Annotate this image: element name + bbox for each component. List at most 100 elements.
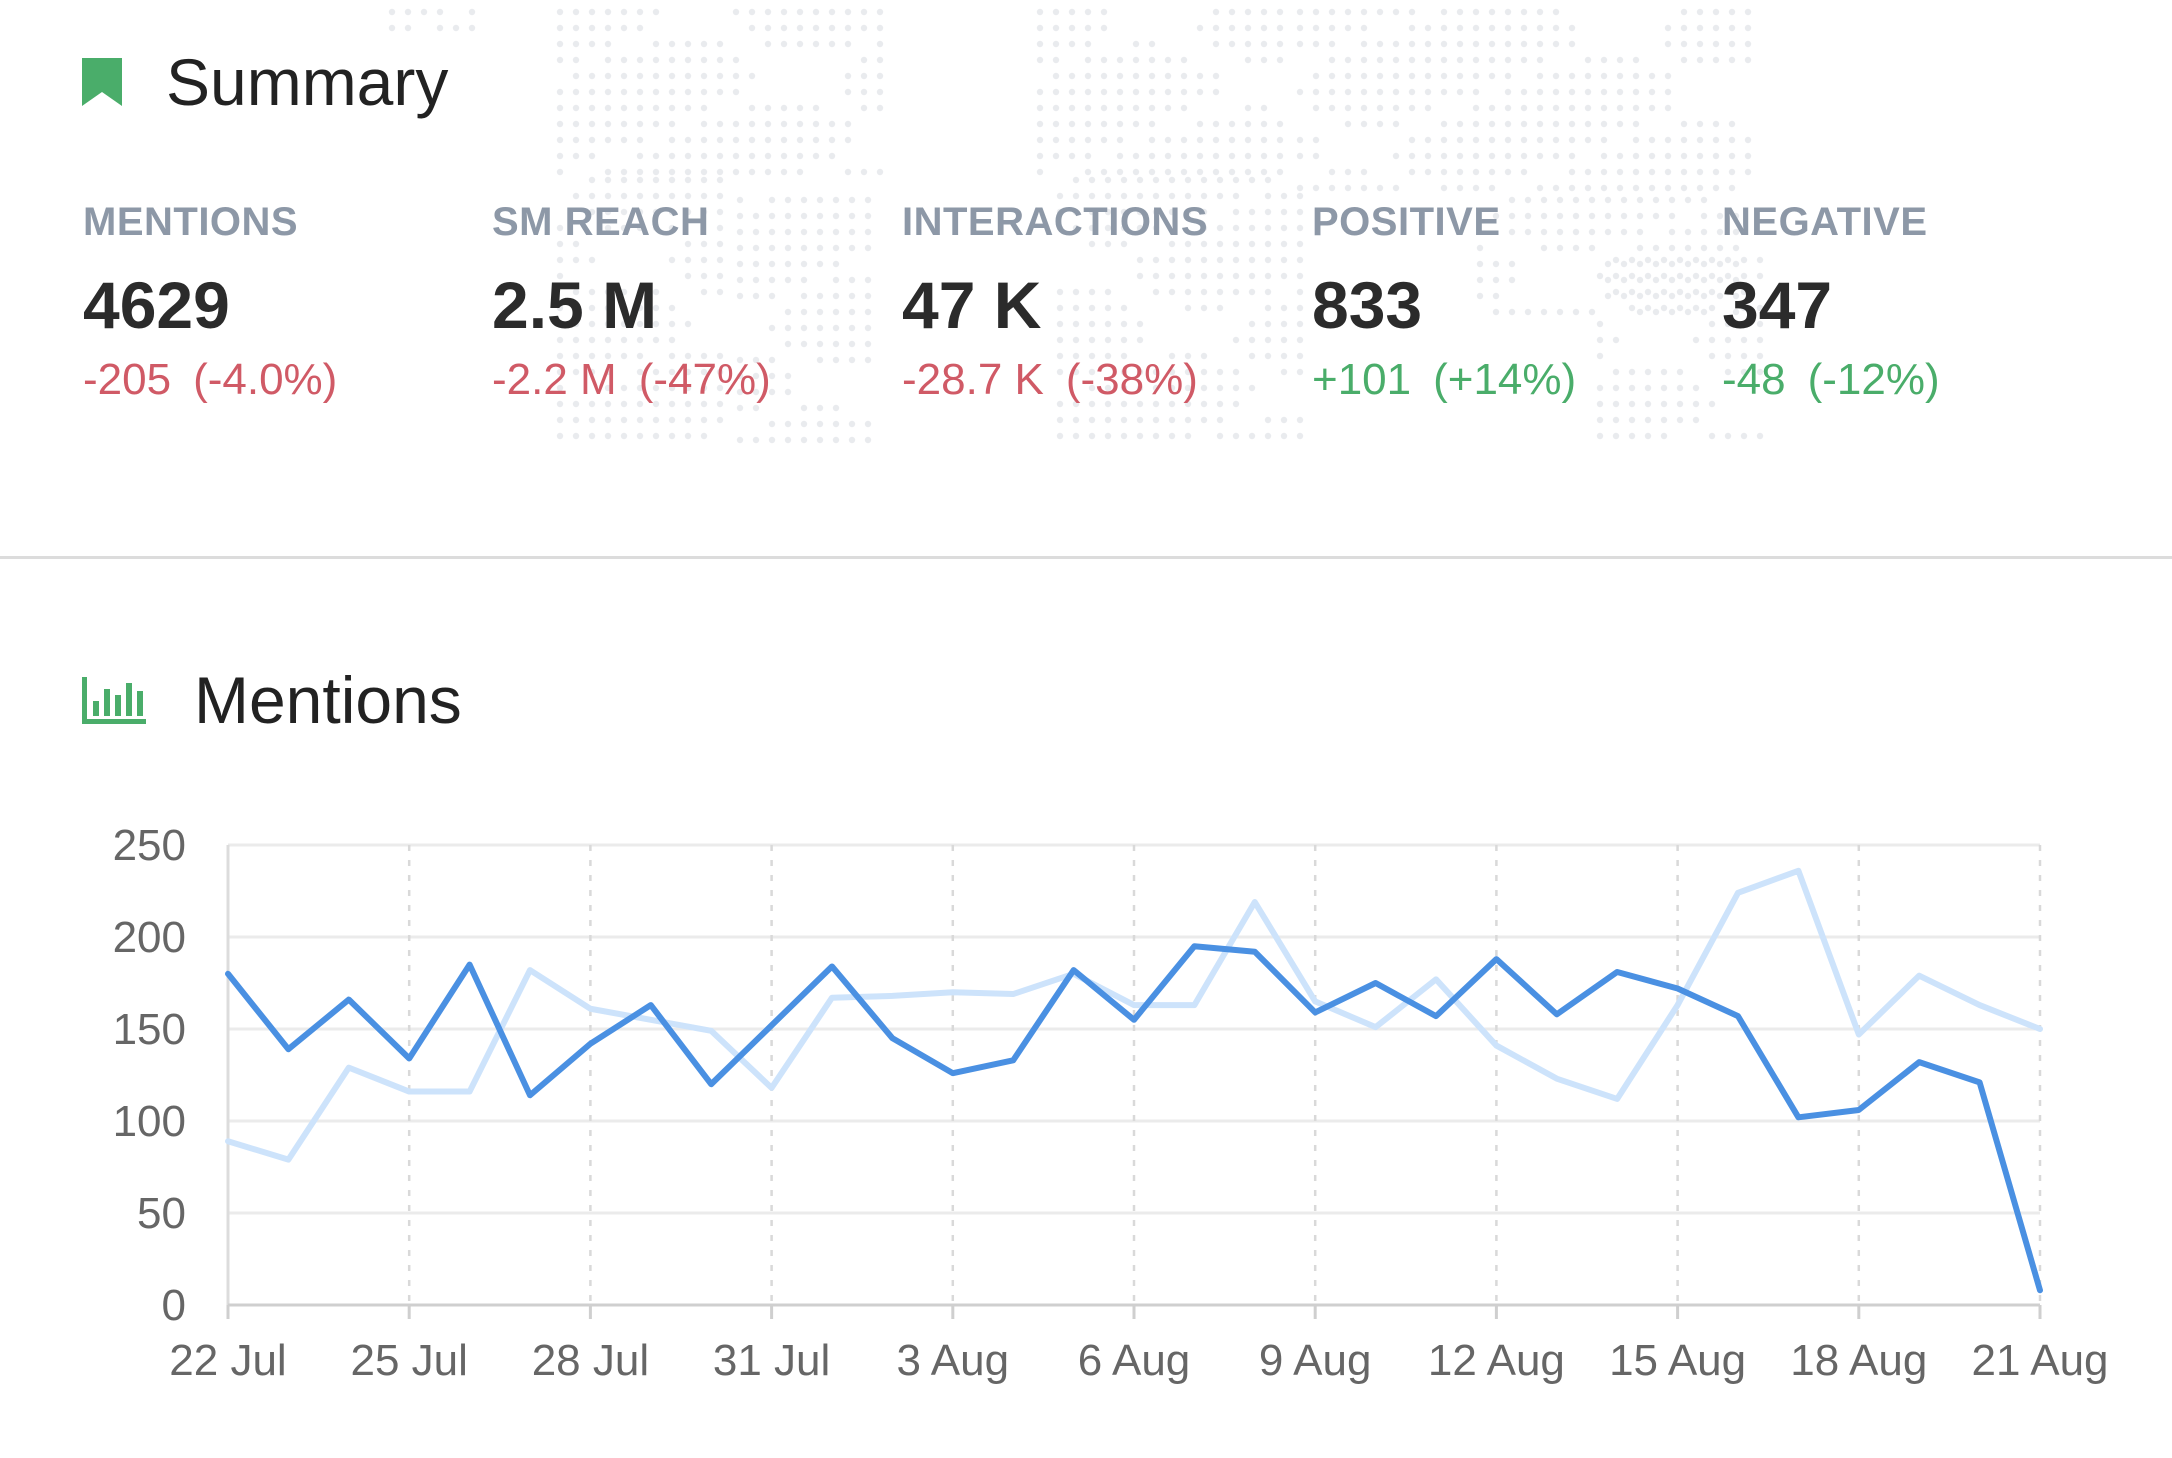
map-dot bbox=[848, 436, 856, 444]
map-dot bbox=[1136, 208, 1144, 216]
map-dot bbox=[1716, 244, 1724, 252]
map-dot bbox=[736, 436, 744, 444]
map-dot bbox=[1360, 104, 1368, 112]
map-dot bbox=[620, 136, 628, 144]
map-dot bbox=[1392, 184, 1400, 192]
map-dot bbox=[1120, 208, 1128, 216]
map-dot bbox=[1328, 104, 1336, 112]
map-dot bbox=[1152, 368, 1160, 376]
map-dot bbox=[1488, 72, 1496, 80]
map-dot bbox=[1472, 184, 1480, 192]
map-dot bbox=[828, 40, 836, 48]
map-dot bbox=[1588, 308, 1596, 316]
map-dot bbox=[1068, 8, 1076, 16]
map-dot bbox=[812, 120, 820, 128]
map-dot bbox=[1616, 184, 1624, 192]
map-dot bbox=[816, 212, 824, 220]
map-dot bbox=[1344, 8, 1352, 16]
map-dot bbox=[1116, 120, 1124, 128]
map-dot bbox=[1692, 304, 1700, 312]
map-dot bbox=[668, 176, 676, 184]
map-dot bbox=[1296, 24, 1304, 32]
map-dot bbox=[1280, 272, 1288, 280]
map-dot bbox=[1296, 192, 1304, 200]
map-dot bbox=[668, 208, 676, 216]
map-dot bbox=[1476, 244, 1484, 252]
map-dot bbox=[1104, 336, 1112, 344]
map-dot bbox=[784, 436, 792, 444]
map-dot bbox=[1692, 416, 1700, 424]
map-dot bbox=[1756, 320, 1764, 328]
map-dot bbox=[1072, 288, 1080, 296]
map-dot bbox=[816, 404, 824, 412]
map-dot bbox=[716, 40, 724, 48]
map-dot bbox=[1196, 120, 1204, 128]
map-dot bbox=[1260, 8, 1268, 16]
map-dot bbox=[572, 56, 580, 64]
map-dot bbox=[1472, 168, 1480, 176]
map-dot bbox=[1504, 56, 1512, 64]
map-dot bbox=[684, 192, 692, 200]
map-dot bbox=[716, 120, 724, 128]
map-dot bbox=[684, 272, 692, 280]
map-dot bbox=[1572, 196, 1580, 204]
map-dot bbox=[1344, 88, 1352, 96]
map-dot bbox=[1088, 208, 1096, 216]
map-dot bbox=[1612, 272, 1620, 280]
map-dot bbox=[1568, 136, 1576, 144]
map-dot bbox=[620, 24, 628, 32]
map-dot bbox=[876, 56, 884, 64]
map-dot bbox=[572, 136, 580, 144]
map-dot bbox=[1636, 292, 1644, 300]
map-dot bbox=[796, 120, 804, 128]
map-dot bbox=[796, 136, 804, 144]
map-dot bbox=[604, 120, 612, 128]
map-dot bbox=[1648, 72, 1656, 80]
map-dot bbox=[1472, 104, 1480, 112]
map-dot bbox=[1196, 24, 1204, 32]
map-dot bbox=[1328, 168, 1336, 176]
map-dot bbox=[1456, 88, 1464, 96]
map-dot bbox=[1692, 256, 1700, 264]
map-dot bbox=[1168, 432, 1176, 440]
map-dot bbox=[556, 224, 564, 232]
map-dot bbox=[768, 372, 776, 380]
map-dot bbox=[1088, 336, 1096, 344]
map-dot bbox=[620, 288, 628, 296]
map-dot bbox=[1052, 24, 1060, 32]
y-tick-label: 200 bbox=[113, 913, 186, 962]
map-dot bbox=[652, 368, 660, 376]
map-dot bbox=[636, 72, 644, 80]
map-dot bbox=[1536, 120, 1544, 128]
map-dot bbox=[1680, 8, 1688, 16]
map-dot bbox=[556, 24, 564, 32]
y-tick-label: 250 bbox=[113, 821, 186, 870]
map-dot bbox=[1696, 40, 1704, 48]
map-dot bbox=[1660, 368, 1668, 376]
map-dot bbox=[1440, 24, 1448, 32]
map-dot bbox=[1732, 212, 1740, 220]
section-divider bbox=[0, 556, 2172, 559]
map-dot bbox=[1724, 352, 1732, 360]
map-dot bbox=[784, 276, 792, 284]
map-dot bbox=[1680, 152, 1688, 160]
map-dot bbox=[668, 168, 676, 176]
y-tick-label: 150 bbox=[113, 1005, 186, 1054]
map-dot bbox=[604, 72, 612, 80]
map-dot bbox=[652, 40, 660, 48]
map-dot bbox=[1260, 168, 1268, 176]
map-dot bbox=[556, 336, 564, 344]
map-dot bbox=[1728, 152, 1736, 160]
map-dot bbox=[1104, 224, 1112, 232]
map-dot bbox=[1508, 196, 1516, 204]
stat-change-pct: (-38%) bbox=[1065, 355, 1198, 404]
map-dot bbox=[1216, 432, 1224, 440]
map-dot bbox=[1552, 104, 1560, 112]
map-dot bbox=[1488, 120, 1496, 128]
map-dot bbox=[1100, 104, 1108, 112]
map-dot bbox=[700, 136, 708, 144]
map-dot bbox=[1600, 168, 1608, 176]
map-dot bbox=[1620, 260, 1628, 268]
map-dot bbox=[1276, 168, 1284, 176]
map-dot bbox=[832, 228, 840, 236]
